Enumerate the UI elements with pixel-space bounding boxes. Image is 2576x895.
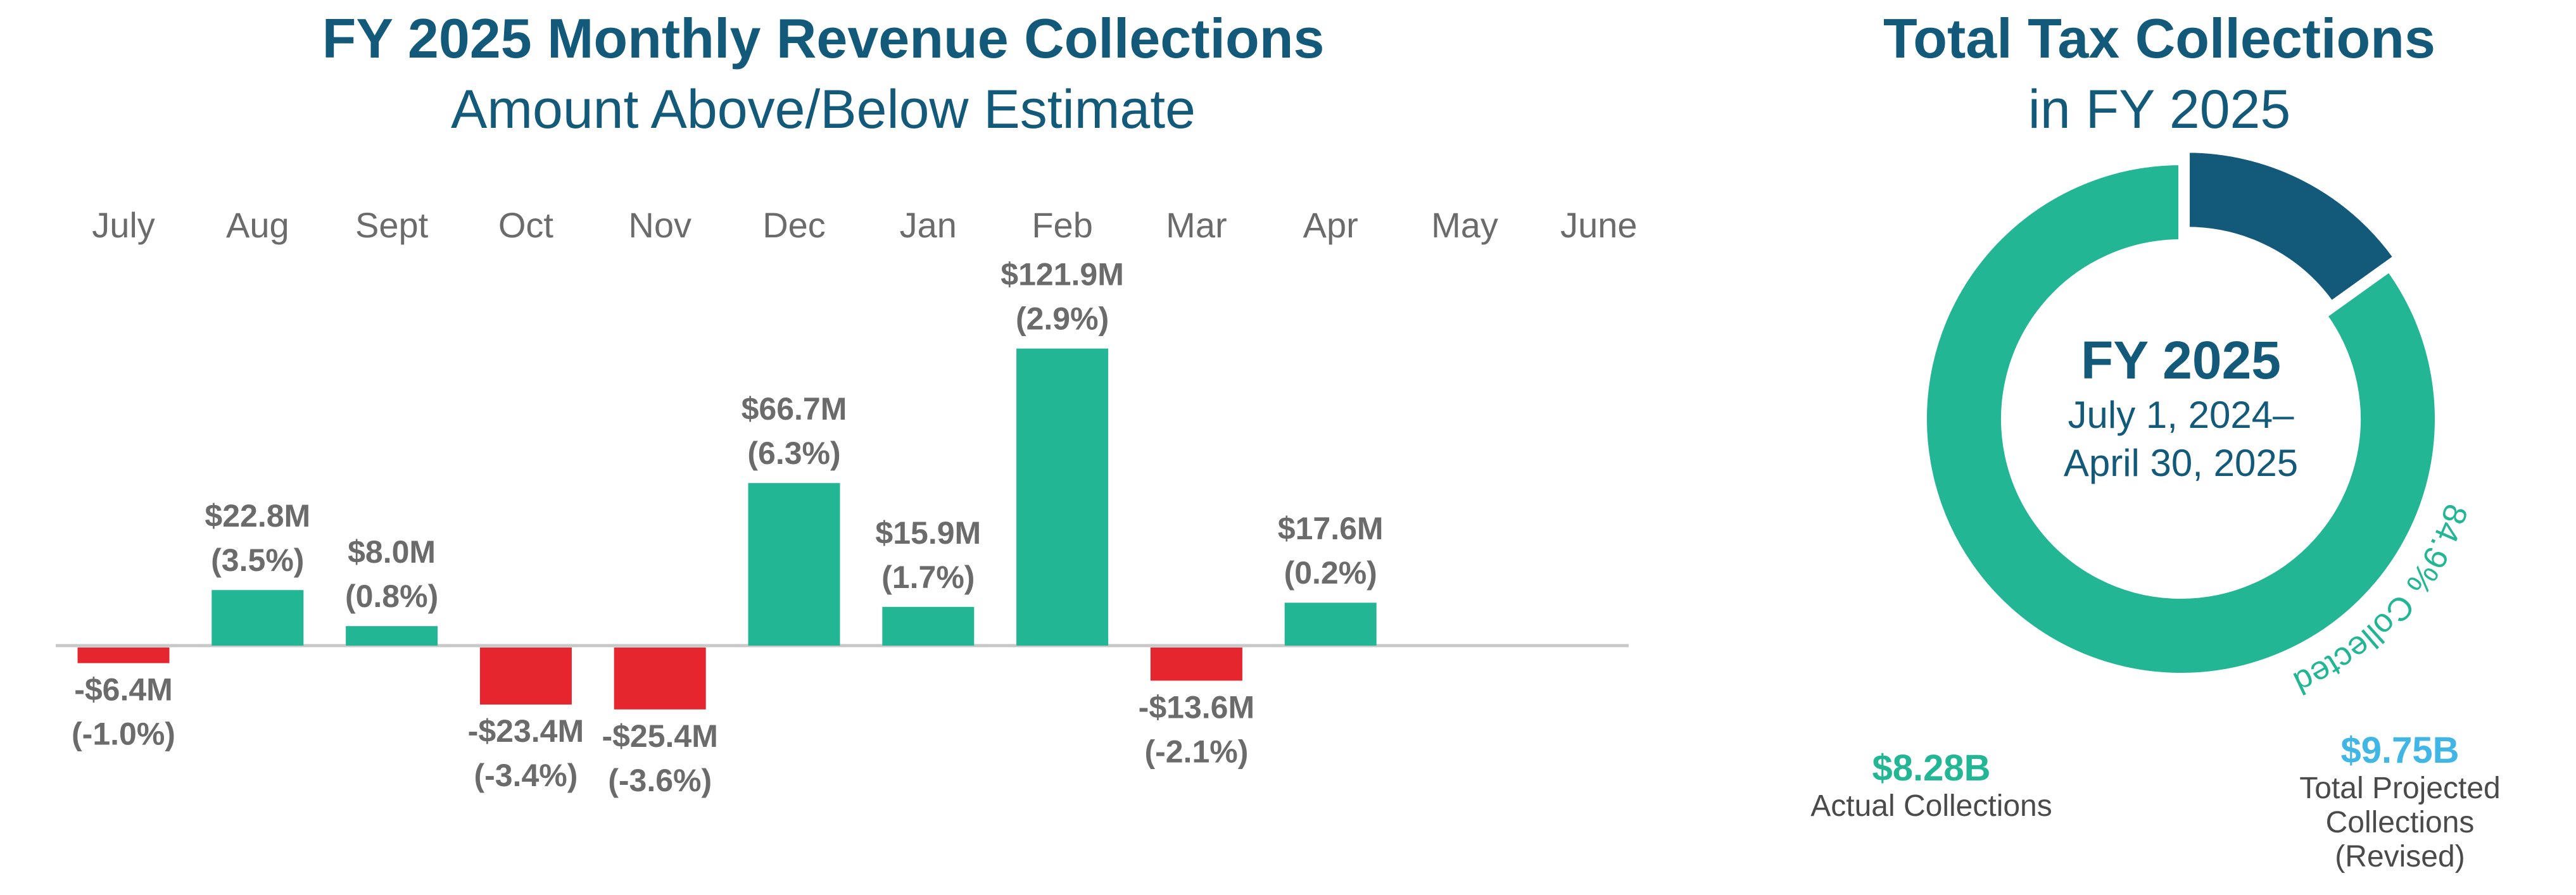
month-label: Aug (226, 205, 289, 245)
bar-value-label: -$25.4M (602, 718, 717, 754)
donut-center-line-2: April 30, 2025 (2064, 442, 2298, 484)
month-label: Sept (355, 205, 429, 245)
bar-percent-label: (1.7%) (881, 560, 975, 595)
bar-value-label: -$6.4M (74, 672, 173, 708)
bar-value-label: $121.9M (1001, 257, 1124, 292)
bar-percent-label: (6.3%) (747, 435, 840, 471)
chart-subtitle: Amount Above/Below Estimate (451, 79, 1196, 140)
bar-percent-label: (2.9%) (1016, 301, 1109, 337)
bar (1016, 348, 1109, 646)
donut-title: Total Tax Collections (1883, 7, 2435, 70)
projected-collections-value: $9.75B (2340, 730, 2459, 771)
month-label: Mar (1166, 205, 1227, 245)
actual-collections: $8.28B Actual Collections (1760, 747, 2102, 823)
bar (748, 483, 840, 646)
bar-percent-label: (-3.6%) (608, 763, 712, 798)
bar-value-label: $22.8M (205, 498, 310, 534)
bar-percent-label: (-1.0%) (72, 717, 175, 752)
projected-collections-label-1: Total Projected (2299, 772, 2501, 805)
actual-collections-label: Actual Collections (1810, 789, 2052, 823)
donut-slice-collected (1921, 160, 2440, 678)
bar (614, 648, 706, 710)
bar-percent-label: (-3.4%) (474, 758, 578, 793)
projected-collections-label-2: Collections (2325, 805, 2475, 839)
bar-percent-label: (-2.1%) (1144, 734, 1248, 769)
bar-value-label: $15.9M (875, 515, 981, 551)
month-label: Nov (628, 205, 691, 245)
bar (479, 648, 572, 705)
month-label: Dec (762, 205, 826, 245)
month-label: Jan (900, 205, 957, 245)
donut-subtitle: in FY 2025 (2028, 79, 2291, 140)
bar (212, 590, 304, 646)
month-label: May (1431, 205, 1498, 245)
projected-collections-label-3: (Revised) (2335, 839, 2465, 873)
donut-center-line-1: July 1, 2024– (2068, 394, 2295, 436)
bar-value-label: -$23.4M (468, 713, 584, 749)
month-label: June (1560, 205, 1637, 245)
bar (346, 626, 438, 646)
month-label: Feb (1032, 205, 1093, 245)
projected-collections: $9.75B Total Projected Collections (Revi… (2261, 729, 2539, 873)
bar (882, 606, 975, 646)
month-label: July (92, 205, 155, 245)
month-label: Oct (498, 205, 554, 245)
bar (1150, 648, 1242, 681)
bar-percent-label: (3.5%) (211, 542, 304, 578)
bar-percent-label: (0.2%) (1284, 555, 1377, 591)
bar-value-label: $8.0M (348, 534, 436, 570)
donut-center-title: FY 2025 (2081, 330, 2281, 390)
bar-value-label: $66.7M (742, 391, 847, 427)
arc-label-collected: 84.9% Collected (2288, 499, 2474, 701)
bar-value-label: -$13.6M (1139, 689, 1254, 725)
bar-chart: July -$6.4M (-1.0%) Aug $22.8M (3.5%) Sept $8.0… (56, 205, 1638, 798)
bar-percent-label: (0.8%) (345, 579, 438, 614)
chart-title: FY 2025 Monthly Revenue Collections (322, 7, 1325, 70)
bar-value-label: $17.6M (1278, 511, 1384, 546)
bar (1284, 603, 1377, 646)
donut-slice-remaining (2185, 147, 2399, 307)
month-label: Apr (1303, 205, 1358, 245)
bar (77, 648, 170, 663)
actual-collections-value: $8.28B (1872, 748, 1991, 789)
